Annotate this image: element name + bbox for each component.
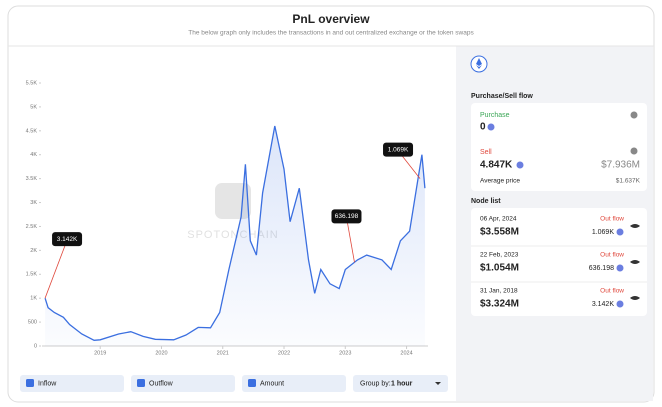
sell-label: Sell [480,149,492,156]
line [44,125,426,341]
outflow-label: Outflow [149,380,174,387]
y-tick-label: 1K [30,296,37,302]
y-tick-label: 5.5K [26,80,38,86]
annotation-box [331,209,362,224]
y-tick-label: 1.5K [26,272,38,278]
eth-icon [616,264,624,272]
title: PnL overview [292,12,370,26]
amount-toggle[interactable] [242,375,346,392]
node-date: 06 Apr, 2024 [480,216,517,223]
node-amount: 1.069K [592,229,615,236]
node-date: 31 Jan, 2018 [480,288,518,295]
y-tick-label: 2K [30,248,37,254]
checkbox[interactable] [248,379,256,387]
y-tick-label: 2.5K [26,224,38,230]
y-tick-label: 500 [28,320,37,326]
watermark-text: SPOTONCHAIN [187,229,278,241]
amount-label: Amount [260,380,284,387]
annotation-box [52,232,83,247]
eth-icon [487,123,495,131]
node-flow: Out flow [600,252,624,259]
outflow-toggle[interactable] [131,375,235,392]
eth-icon [516,161,524,169]
node-title: Node list [471,198,501,205]
node-usd: $3.558M [480,227,519,238]
annotation-label: 1.069K [388,146,409,153]
node-card [471,208,647,316]
x-tick-label: 2021 [217,350,229,356]
avg-value: $1.637K [616,178,641,185]
help-icon[interactable] [630,147,638,155]
group-by-select[interactable] [353,375,448,392]
node-flow: Out flow [600,288,624,295]
annotation-pointer [346,217,355,263]
area [45,126,425,346]
node-usd: $3.324M [480,299,519,310]
purchase-value: 0 [480,122,486,133]
x-tick-label: 2024 [400,350,412,356]
x-tick-label: 2022 [278,350,290,356]
y-tick-label: 4.5K [26,128,38,134]
annotation-label: 636.198 [335,213,359,220]
checkbox[interactable] [137,379,145,387]
flow-title: Purchase/Sell flow [471,93,533,100]
annotation-box [383,142,414,157]
y-tick-label: 5K [30,104,37,110]
x-tick-label: 2019 [94,350,106,356]
group-by-value: 1 hour [391,380,413,387]
node-usd: $1.054M [480,263,519,274]
avg-label: Average price [480,178,520,185]
y-tick-label: 4K [30,152,37,158]
sell-value: 4.847K [480,160,513,171]
dropdown-arrow [435,382,441,385]
view-icon[interactable] [630,296,640,300]
help-icon[interactable] [630,111,638,119]
checkbox[interactable] [26,379,34,387]
y-tick-label: 3K [30,200,37,206]
purchase-label: Purchase [480,112,510,119]
y-tick-label: 3.5K [26,176,38,182]
view-icon[interactable] [630,224,640,228]
eth-icon [616,300,624,308]
node-amount: 636.198 [589,265,614,272]
view-icon[interactable] [630,260,640,264]
node-date: 22 Feb, 2023 [480,252,519,259]
flow-card [471,103,647,191]
eth-glyph [476,58,482,69]
sell-usd: $7.936M [601,160,640,171]
x-tick-label: 2020 [155,350,167,356]
y-tick-label: 0 [34,343,37,349]
eth-icon [616,228,624,236]
node-amount: 3.142K [592,301,615,308]
group-by-label: Group by: [360,380,391,387]
annotation-pointer [44,240,68,299]
inflow-toggle[interactable] [20,375,124,392]
node-flow: Out flow [600,216,624,223]
annotation-label: 3.142K [57,236,78,243]
inflow-label: Inflow [38,380,57,387]
x-tick-label: 2023 [339,350,351,356]
subtitle: The below graph only includes the transa… [188,30,474,37]
